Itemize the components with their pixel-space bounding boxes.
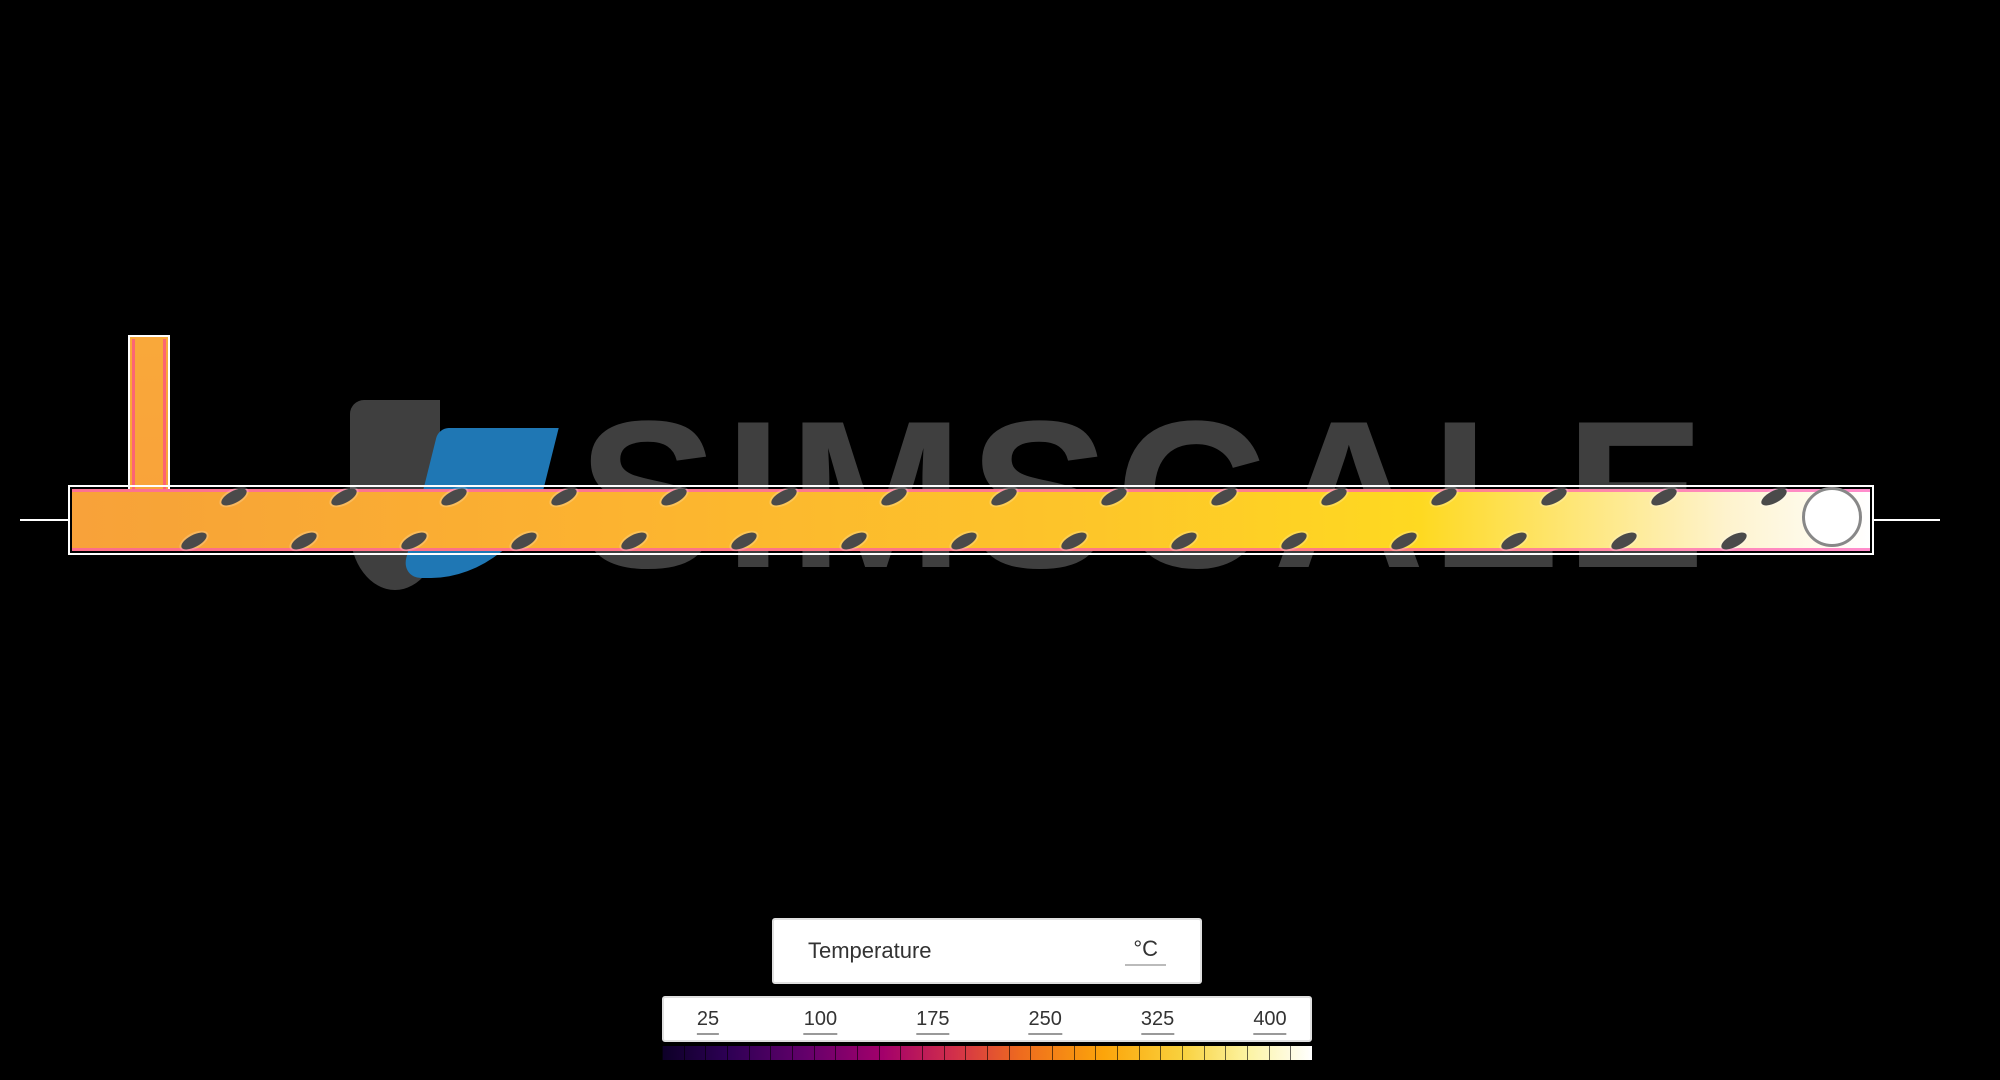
legend-tick-label: 25 bbox=[697, 1008, 719, 1035]
colorbar-tick bbox=[1204, 1046, 1205, 1060]
colorbar-tick bbox=[1247, 1046, 1248, 1060]
helix-marker bbox=[1209, 485, 1239, 509]
helix-marker bbox=[619, 529, 649, 553]
logo-blade-gray bbox=[350, 400, 440, 590]
legend-title-box: Temperature °C bbox=[772, 918, 1202, 984]
colorbar-tick bbox=[1182, 1046, 1183, 1060]
helix-marker bbox=[769, 485, 799, 509]
helix-marker bbox=[1649, 485, 1679, 509]
helix-marker bbox=[1609, 529, 1639, 553]
riser-rim-left bbox=[132, 339, 135, 489]
colorbar-tick bbox=[749, 1046, 750, 1060]
watermark-text: SIMSCALE bbox=[578, 390, 1711, 600]
helix-marker bbox=[1319, 485, 1349, 509]
colorbar-tick bbox=[727, 1046, 728, 1060]
helix-marker bbox=[179, 529, 209, 553]
legend-title: Temperature bbox=[808, 938, 932, 964]
colorbar-tick bbox=[1160, 1046, 1161, 1060]
pipe-assembly bbox=[20, 335, 1940, 595]
legend-unit: °C bbox=[1125, 936, 1166, 966]
helix-marker bbox=[1539, 485, 1569, 509]
colorbar-tick bbox=[879, 1046, 880, 1060]
colorbar-tick bbox=[662, 1046, 663, 1060]
colorbar-tick bbox=[1074, 1046, 1075, 1060]
colorbar-tick bbox=[900, 1046, 901, 1060]
colorbar-tick bbox=[1117, 1046, 1118, 1060]
helix-marker bbox=[1059, 529, 1089, 553]
colorbar-tick bbox=[922, 1046, 923, 1060]
helix-marker bbox=[1279, 529, 1309, 553]
colorbar-tick bbox=[1030, 1046, 1031, 1060]
legend-tick-label: 250 bbox=[1029, 1008, 1062, 1035]
helix-marker bbox=[949, 529, 979, 553]
helix-marker bbox=[1719, 529, 1749, 553]
colorbar-tick bbox=[857, 1046, 858, 1060]
helix-marker bbox=[549, 485, 579, 509]
helix-marker bbox=[879, 485, 909, 509]
helix-marker bbox=[989, 485, 1019, 509]
legend-scale-box: 25 100 175 250 325 400 bbox=[662, 996, 1312, 1042]
colorbar-tick bbox=[1312, 1046, 1313, 1060]
legend-tick-labels: 25 100 175 250 325 400 bbox=[664, 998, 1310, 1040]
helix-marker bbox=[219, 485, 249, 509]
legend-colorbar bbox=[662, 1046, 1312, 1060]
watermark-logo-mark bbox=[350, 400, 540, 590]
colorbar-tick bbox=[1095, 1046, 1096, 1060]
pipe-rim-bottom bbox=[72, 548, 1870, 551]
pipe-riser bbox=[128, 335, 170, 489]
pipe-stub-right bbox=[1874, 519, 1940, 521]
end-disc bbox=[1802, 487, 1862, 547]
colorbar-tick bbox=[944, 1046, 945, 1060]
colorbar-tick bbox=[1009, 1046, 1010, 1060]
helix-marker bbox=[439, 485, 469, 509]
legend-tick-label: 325 bbox=[1141, 1008, 1174, 1035]
logo-blade-blue bbox=[401, 428, 558, 578]
legend-tick-label: 175 bbox=[916, 1008, 949, 1035]
simulation-canvas: SIMSCALE Temperature °C 25 100 175 250 325 40… bbox=[0, 0, 2000, 1080]
pipe-stub-left bbox=[20, 519, 68, 521]
helix-marker bbox=[1759, 485, 1789, 509]
colorbar-tick bbox=[1225, 1046, 1226, 1060]
colorbar-tick bbox=[1052, 1046, 1053, 1060]
colorbar-tick bbox=[814, 1046, 815, 1060]
colorbar-tick bbox=[684, 1046, 685, 1060]
helix-marker bbox=[659, 485, 689, 509]
colorbar-tick bbox=[792, 1046, 793, 1060]
colorbar-tick bbox=[1290, 1046, 1291, 1060]
pipe-main bbox=[68, 485, 1874, 555]
colorbar-tick bbox=[1139, 1046, 1140, 1060]
helix-marker bbox=[1499, 529, 1529, 553]
colorbar-tick bbox=[987, 1046, 988, 1060]
colorbar-tick bbox=[705, 1046, 706, 1060]
helix-marker bbox=[1169, 529, 1199, 553]
legend-tick-label: 100 bbox=[804, 1008, 837, 1035]
helix-marker bbox=[509, 529, 539, 553]
colorbar-tick bbox=[770, 1046, 771, 1060]
helix-marker bbox=[289, 529, 319, 553]
colorbar-tick bbox=[1269, 1046, 1270, 1060]
helix-marker bbox=[729, 529, 759, 553]
colorbar-tick bbox=[965, 1046, 966, 1060]
riser-rim-right bbox=[163, 339, 166, 489]
colorbar-tick bbox=[835, 1046, 836, 1060]
helix-marker bbox=[1429, 485, 1459, 509]
legend-tick-label: 400 bbox=[1253, 1008, 1286, 1035]
helix-marker bbox=[329, 485, 359, 509]
helix-marker bbox=[1099, 485, 1129, 509]
thermal-gradient bbox=[72, 489, 1870, 551]
helix-marker bbox=[399, 529, 429, 553]
watermark: SIMSCALE bbox=[350, 365, 1910, 625]
helix-marker bbox=[1389, 529, 1419, 553]
helix-marker bbox=[839, 529, 869, 553]
pipe-rim-top bbox=[72, 489, 1870, 492]
